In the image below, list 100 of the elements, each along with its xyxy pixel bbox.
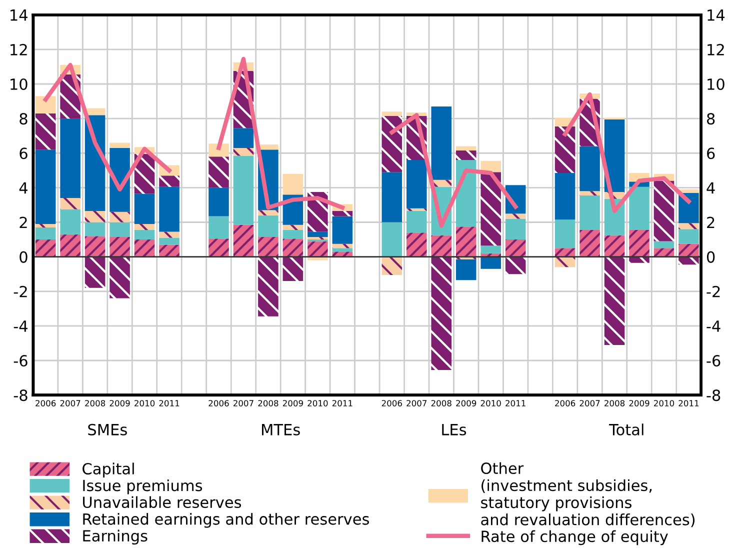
y2-tick-label: 12 <box>708 44 724 56</box>
bar <box>678 244 699 257</box>
bar <box>480 256 501 269</box>
bar <box>431 235 452 257</box>
y-tick-label: 4 <box>19 182 28 194</box>
y-tick-label: 12 <box>10 44 27 56</box>
x-tick-label: 2006 <box>382 400 402 406</box>
x-tick-label: 2008 <box>604 400 625 406</box>
bar <box>431 256 452 370</box>
text: SMEs <box>88 424 127 436</box>
bar <box>332 248 353 252</box>
bar <box>233 148 254 156</box>
y2-tick-label: 8 <box>706 113 715 125</box>
y2-tick-label: -2 <box>706 286 720 298</box>
bar <box>110 222 130 237</box>
bar <box>554 248 576 257</box>
y2-tick-label: 2 <box>707 216 714 228</box>
bar <box>110 256 130 298</box>
x-tick-label: 2011 <box>159 400 180 406</box>
bar <box>554 256 576 268</box>
bar <box>233 156 254 225</box>
bar <box>258 215 278 237</box>
x-tick-label: 2011 <box>506 400 526 406</box>
x-tick-label: 2011 <box>332 400 352 406</box>
bar <box>332 216 353 244</box>
x-tick-label: 2010 <box>308 400 328 406</box>
bar <box>654 180 674 242</box>
bar <box>282 174 304 195</box>
bar <box>134 194 155 224</box>
bar <box>678 192 699 224</box>
bar <box>654 248 674 257</box>
x-tick-label: 2006 <box>208 400 229 406</box>
bar <box>134 240 155 257</box>
bar <box>60 198 80 210</box>
bar <box>60 234 80 257</box>
bar <box>159 238 180 245</box>
y-tick-label: 0 <box>20 251 28 263</box>
y-tick-label: -6 <box>14 354 28 367</box>
bar <box>84 256 106 288</box>
bar <box>159 176 180 187</box>
x-tick-label: 2008 <box>431 400 452 406</box>
legend-label: Issue premiums <box>83 479 202 494</box>
bar <box>35 113 56 150</box>
y2-tick-label: -4 <box>706 320 720 332</box>
bar <box>554 126 576 173</box>
y2-tick-label: -8 <box>706 390 720 402</box>
x-tick-label: 2007 <box>406 400 427 406</box>
bar <box>678 229 699 244</box>
text: Total <box>609 424 644 436</box>
bar <box>480 246 501 254</box>
y2-tick-label: 6 <box>707 148 715 160</box>
x-tick-label: 2006 <box>36 400 56 406</box>
bar <box>456 259 476 280</box>
bar <box>604 235 625 257</box>
bar <box>505 214 526 219</box>
bar <box>308 241 328 257</box>
bar <box>382 172 402 222</box>
x-tick-label: 2011 <box>678 400 699 406</box>
bar <box>35 96 56 114</box>
bar <box>35 227 56 240</box>
x-tick-label: 2007 <box>580 400 600 406</box>
bar <box>406 232 427 257</box>
bar <box>406 211 427 233</box>
bar <box>480 172 501 246</box>
bar <box>134 230 155 240</box>
legend-label: Unavailable reserves <box>83 496 242 508</box>
bar <box>456 146 476 151</box>
y2-tick-label: 10 <box>708 78 724 90</box>
bar <box>308 236 328 240</box>
bar <box>629 186 650 230</box>
bar <box>456 226 476 257</box>
text: LEs <box>442 424 466 436</box>
bar <box>282 256 304 282</box>
bar <box>580 191 600 196</box>
bar <box>604 256 625 345</box>
y-tick-label: 6 <box>20 148 28 160</box>
bar <box>382 112 402 116</box>
bar <box>258 256 278 316</box>
legend-label: Capital <box>82 462 134 478</box>
bar <box>332 244 353 248</box>
bar <box>382 116 402 172</box>
bar <box>159 232 180 238</box>
x-tick-label: 2010 <box>134 400 155 406</box>
bar <box>208 216 229 239</box>
y2-tick-label: -6 <box>706 354 720 367</box>
bar <box>84 222 106 236</box>
bar <box>629 230 650 257</box>
y-tick-label: 8 <box>20 113 28 125</box>
x-tick-label: 2009 <box>282 400 303 406</box>
bar <box>282 238 304 257</box>
bar <box>84 211 106 222</box>
bar <box>604 119 625 192</box>
bar <box>60 209 80 234</box>
bar <box>84 236 106 257</box>
x-tick-label: 2009 <box>629 400 650 406</box>
bar <box>431 106 452 180</box>
x-tick-label: 2010 <box>654 400 674 406</box>
x-tick-label: 2006 <box>555 400 576 406</box>
bar <box>382 222 402 257</box>
x-tick-label: 2007 <box>60 400 80 406</box>
